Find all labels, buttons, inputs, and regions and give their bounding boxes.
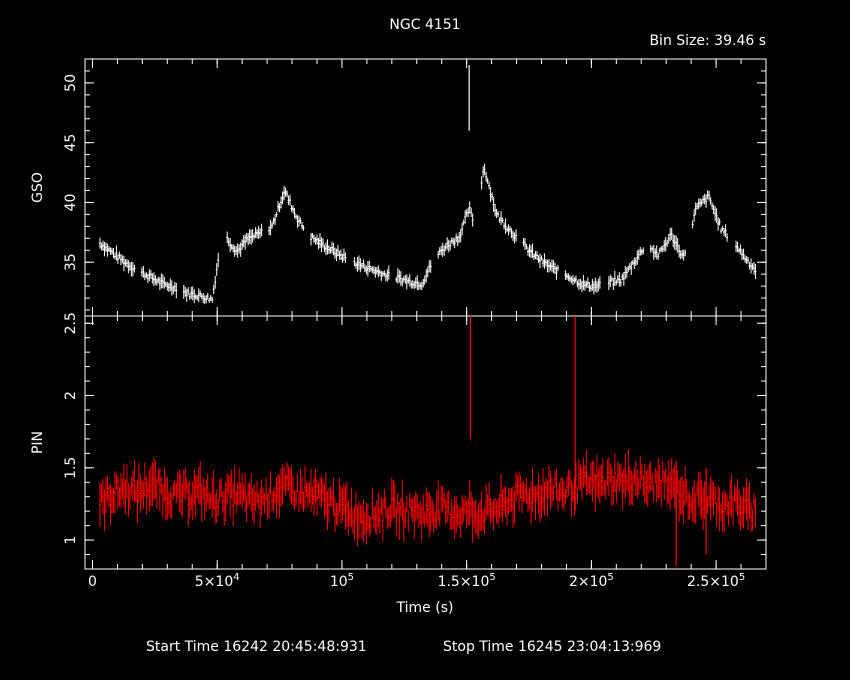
panel-gso: 35 40 45 50 GSO [30,58,767,317]
y-tick-label: 1.5 [63,457,79,479]
y-tick-label: 45 [63,134,79,152]
start-time-label: Start Time 16242 20:45:48:931 [146,639,367,655]
x-tick-label: 105 [330,572,354,590]
y-tick-label: 1 [63,536,79,545]
panel-pin: 1 1.5 2 2.5 PIN [30,312,767,570]
y-tick-label: 40 [63,194,79,212]
x-axis-label: Time (s) [396,600,454,616]
y-axis-label: PIN [30,431,46,454]
plot-area: 35 40 45 50 GSO 1 1.5 2 2.5 PIN 0 5×104 105 1.5×105 2×… [30,58,767,590]
y-tick-label: 35 [63,253,79,271]
bin-size-label: Bin Size: 39.46 s [649,33,766,49]
x-tick-label: 0 [88,574,97,590]
y-axis-label: GSO [30,172,46,203]
x-tick-label: 5×104 [195,572,240,590]
x-tick-label: 2.5×105 [687,572,745,590]
panel-frame [84,58,767,317]
stop-time-label: Stop Time 16245 23:04:13:969 [443,639,661,655]
y-tick-label: 50 [63,74,79,92]
x-tick-label: 1.5×105 [438,572,496,590]
chart-title: NGC 4151 [389,17,460,33]
y-tick-label: 2.5 [63,312,79,334]
series-pin [98,316,757,567]
series-gso [98,64,757,305]
y-tick-label: 2 [63,391,79,400]
x-tick-label: 2×105 [569,572,614,590]
panel-frame [84,315,767,570]
